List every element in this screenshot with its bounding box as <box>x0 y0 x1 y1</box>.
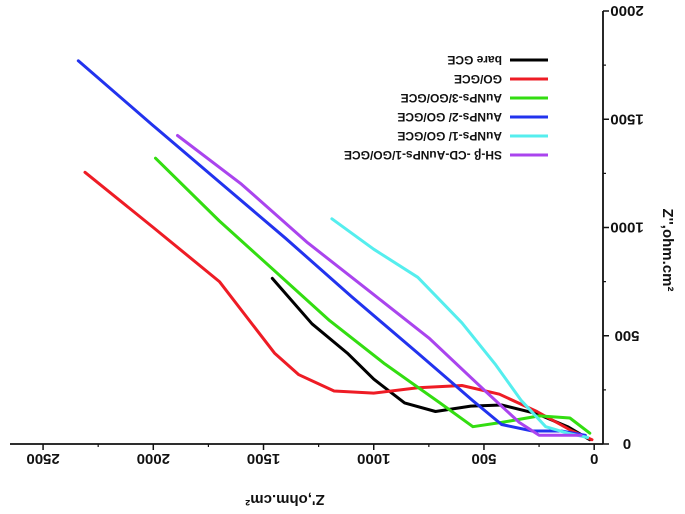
series-line-aunps-2-go-gce <box>76 59 587 437</box>
legend-label: AuNPs-3/GO/GCE <box>401 91 502 105</box>
x-tick-label: 500 <box>471 450 496 467</box>
x-tick-label: 1000 <box>357 450 390 467</box>
series-line-aunps-1-go-gce <box>330 217 590 439</box>
y-tick-label: 500 <box>614 327 639 344</box>
legend: bare GCE GO/GCE AuNPs-3/GO/GCE AuNPs-2/ GO/… <box>344 53 548 162</box>
y-tick-label: 2000 <box>610 2 643 19</box>
series-line-aunps-3-go-gce <box>154 156 592 435</box>
series-line-go-gce <box>83 170 594 442</box>
legend-label: GO/GCE <box>454 72 502 86</box>
x-tick-label: 2000 <box>137 450 170 467</box>
x-tick-label: 1500 <box>247 450 280 467</box>
y-tick-label: 1500 <box>610 110 643 127</box>
axis-ticks: 2500 2000 1500 1000 500 0 0 500 1000 1500 2000 <box>26 2 643 467</box>
series-line-sh-cd-aunps-1-go-gce <box>176 134 583 437</box>
x-tick-label: 2500 <box>26 450 59 467</box>
y-tick-label: 1000 <box>610 219 643 236</box>
y-axis-label: Z'',ohm.cm² <box>659 209 676 292</box>
x-tick-label: 0 <box>590 450 598 467</box>
legend-label: SH-β -CD-AuNPs-1/GO/GCE <box>344 148 502 162</box>
legend-label: AuNPs-1/ GO/GCE <box>397 129 502 143</box>
series-lines <box>76 59 594 442</box>
y-tick-label: 0 <box>623 435 631 452</box>
legend-label: bare GCE <box>447 53 502 67</box>
x-axis-label: Z',ohm.cm² <box>245 491 324 508</box>
legend-label: AuNPs-2/ GO/GCE <box>397 110 502 124</box>
